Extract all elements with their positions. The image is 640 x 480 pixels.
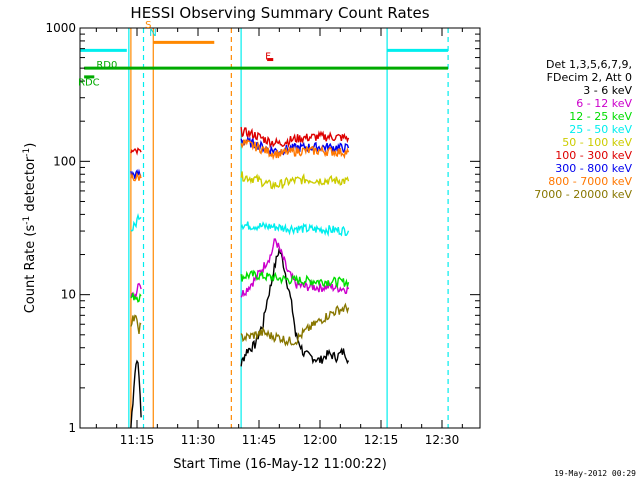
series-line-1-1 [240, 238, 350, 298]
y-axis-label-part-3: -1 [22, 148, 32, 157]
legend-entry-3: 25 - 50 keV [569, 123, 632, 136]
legend-header-1: FDecim 2, Att 0 [546, 71, 632, 84]
legend-entry-4: 50 - 100 keV [562, 136, 632, 149]
legend-entry-5: 100 - 300 keV [555, 149, 632, 162]
x-axis-label: Start Time (16-May-12 11:00:22) [173, 457, 387, 472]
annotation-f: F [265, 52, 271, 63]
annotation-rdc: RDC [78, 78, 100, 89]
legend-entry-8: 7000 - 20000 keV [534, 188, 632, 201]
y-axis-label-part-1: -1 [22, 216, 32, 225]
series-line-5-1 [240, 126, 350, 149]
x-tick-label-3: 12:00 [303, 433, 338, 447]
x-tick-label-2: 11:45 [242, 433, 277, 447]
plot-frame [79, 27, 481, 429]
legend-header-0: Det 1,3,5,6,7,9, [545, 58, 632, 71]
y-axis-label-part-0: Count Rate (s [23, 225, 38, 314]
x-tick-label-5: 12:30 [425, 433, 460, 447]
series-line-7-0 [130, 172, 142, 182]
y-axis-label: Count Rate (s-1 detector-1) [22, 143, 38, 314]
legend-entry-2: 12 - 25 keV [569, 110, 632, 123]
annotation-s: S [145, 20, 151, 31]
series-line-3-0 [130, 212, 142, 232]
x-tick-label-1: 11:30 [181, 433, 216, 447]
series-line-7-1 [240, 138, 350, 161]
series-line-0-1 [240, 247, 350, 367]
series-line-5-0 [130, 147, 142, 156]
y-axis-label-part-4: ) [23, 143, 38, 148]
y-tick-label-3: 1000 [45, 21, 76, 35]
series-line-2-1 [240, 269, 350, 289]
series-line-2-0 [130, 292, 142, 303]
legend-entry-0: 3 - 6 keV [583, 84, 632, 97]
y-tick-label-1: 10 [61, 288, 76, 302]
series-line-8-0 [130, 314, 142, 335]
footer-timestamp: 19-May-2012 00:29 [554, 469, 636, 478]
annotation-n: N [149, 28, 156, 39]
y-axis-label-part-2: detector [23, 156, 38, 216]
series-line-6-0 [130, 168, 142, 179]
y-tick-label-2: 100 [53, 154, 76, 168]
y-tick-label-0: 1 [68, 421, 76, 435]
series-line-4-0 [240, 171, 350, 190]
series-line-8-1 [240, 302, 350, 347]
legend-entry-6: 300 - 800 keV [555, 162, 632, 175]
x-tick-label-0: 11:15 [120, 433, 155, 447]
legend-entry-1: 6 - 12 keV [576, 97, 632, 110]
x-tick-label-4: 12:15 [364, 433, 399, 447]
series-line-3-1 [240, 221, 350, 237]
annotation-rd0: RD0 [96, 60, 117, 71]
series-line-0-0 [130, 359, 142, 428]
legend-entry-7: 800 - 7000 keV [548, 175, 632, 188]
chart-title: HESSI Observing Summary Count Rates [130, 4, 429, 22]
